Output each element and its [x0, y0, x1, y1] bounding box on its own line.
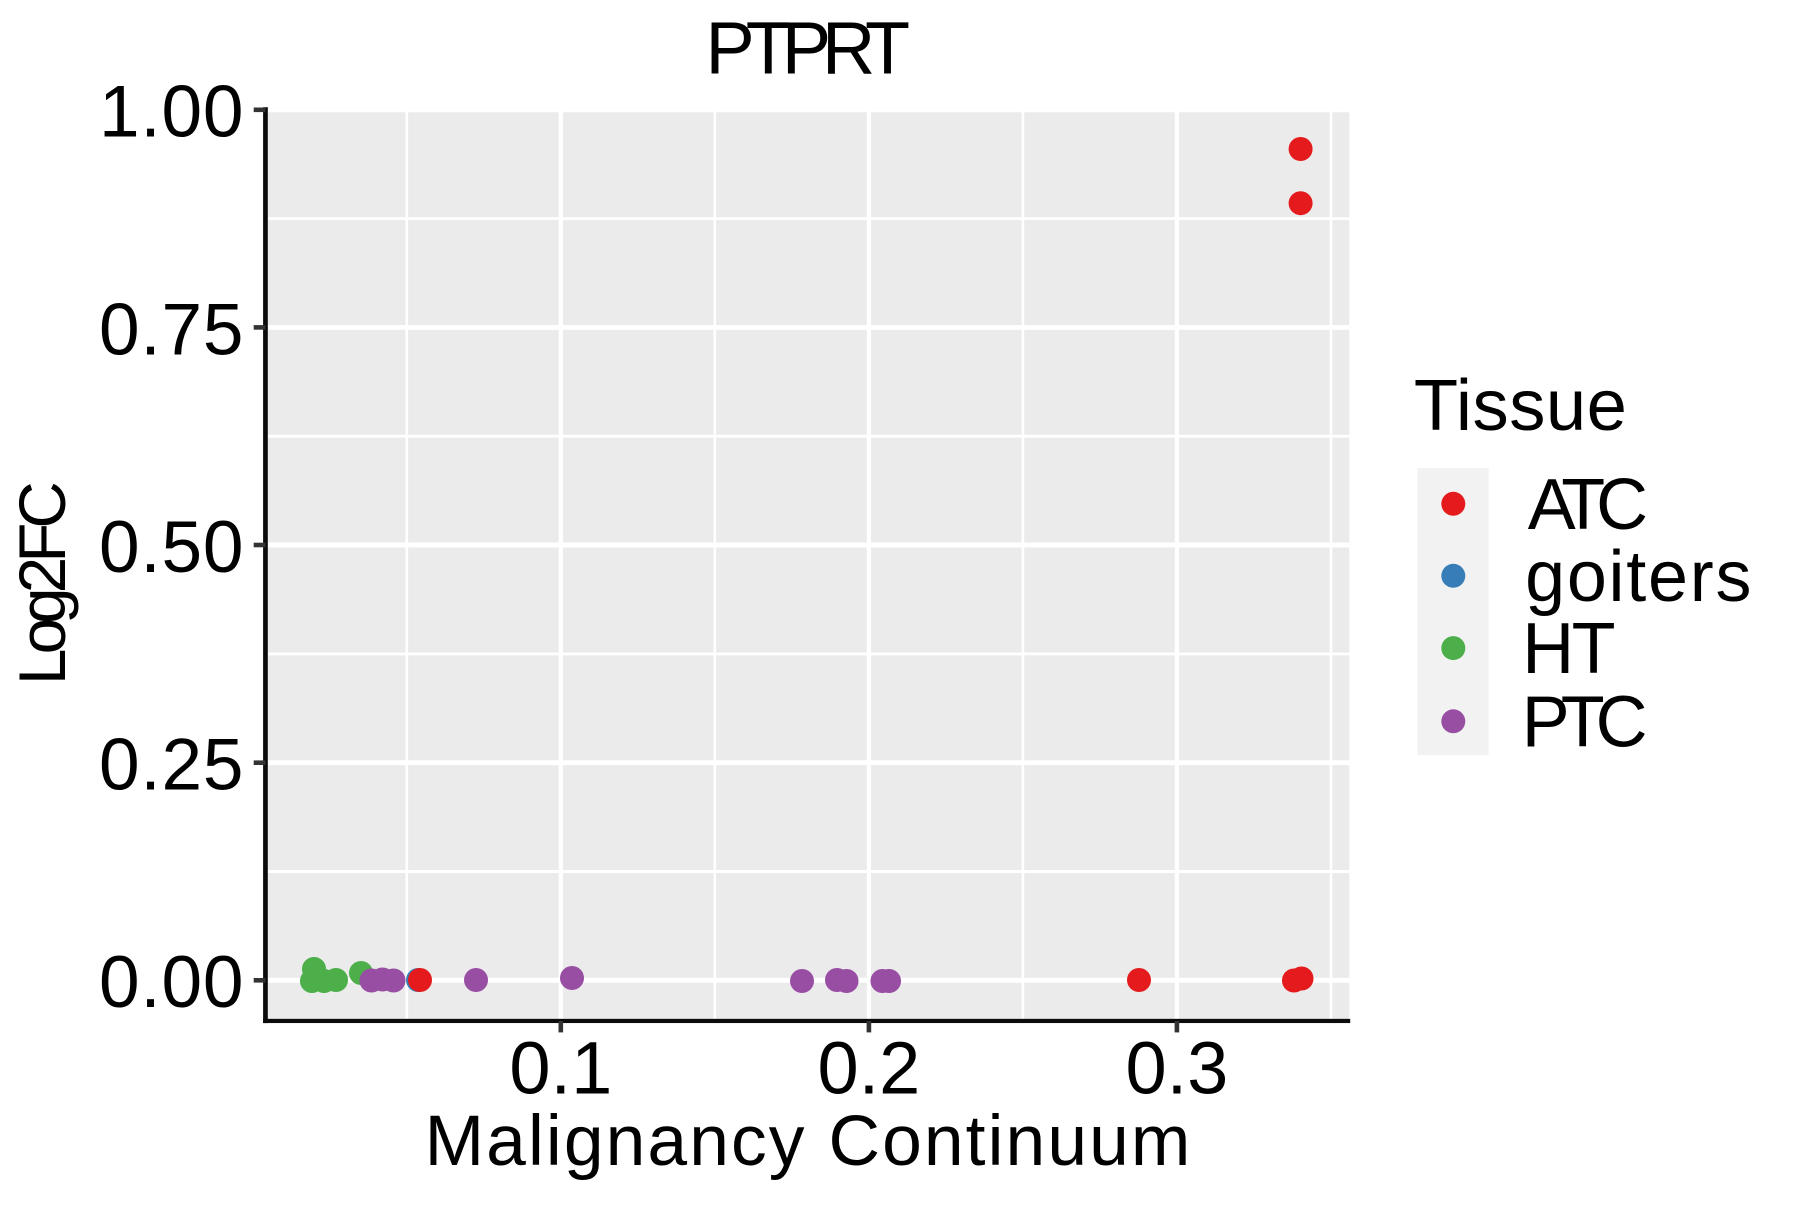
svg-text:0.2: 0.2 — [817, 1026, 920, 1109]
svg-text:Malignancy Continuum: Malignancy Continuum — [425, 1101, 1191, 1181]
svg-text:ATC: ATC — [1528, 465, 1648, 545]
svg-text:PTPRT: PTPRT — [706, 7, 911, 90]
svg-text:Tissue: Tissue — [1414, 365, 1627, 446]
svg-text:0.75: 0.75 — [99, 289, 244, 370]
svg-text:0.3: 0.3 — [1125, 1026, 1228, 1109]
svg-text:0.00: 0.00 — [99, 942, 244, 1023]
svg-text:0.25: 0.25 — [99, 725, 244, 806]
svg-text:1.00: 1.00 — [99, 72, 244, 153]
svg-text:0.50: 0.50 — [99, 507, 244, 588]
svg-text:Log2FC: Log2FC — [6, 481, 79, 685]
svg-text:PTC: PTC — [1522, 682, 1648, 762]
svg-text:0.1: 0.1 — [509, 1026, 612, 1109]
svg-text:goiters: goiters — [1525, 537, 1751, 617]
svg-text:HT: HT — [1522, 609, 1615, 689]
